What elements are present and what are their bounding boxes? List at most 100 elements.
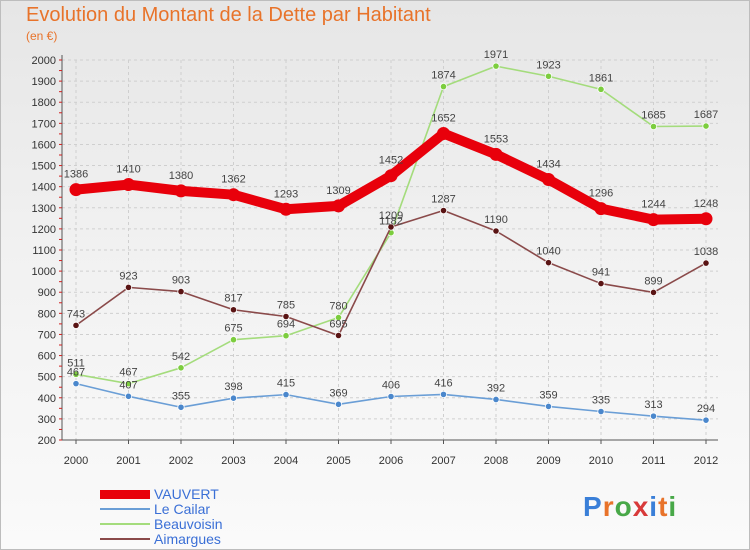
data-label: 1309 (326, 185, 350, 197)
data-point (384, 169, 398, 183)
data-point (492, 227, 500, 235)
x-tick-label: 2005 (326, 455, 350, 467)
logo-letter: i (649, 491, 659, 522)
legend-item: Le Cailar (100, 501, 223, 516)
data-label: 1685 (641, 110, 665, 122)
data-label: 1687 (694, 109, 718, 121)
data-label: 406 (382, 380, 400, 392)
data-label: 743 (67, 308, 85, 320)
y-tick-label: 200 (38, 435, 56, 447)
data-point (702, 259, 710, 267)
y-tick-label: 700 (38, 329, 56, 341)
data-point (439, 206, 448, 215)
legend-item: VAUVERT (100, 486, 223, 501)
data-label: 1296 (589, 188, 613, 200)
data-point (597, 279, 605, 288)
data-label: 1386 (64, 169, 88, 181)
series-beauvoisin (72, 62, 710, 388)
y-tick-label: 500 (38, 372, 56, 384)
data-point (124, 392, 133, 400)
y-tick-label: 1900 (32, 76, 56, 88)
data-point (227, 188, 240, 202)
logo-letter: o (614, 491, 633, 522)
data-point (124, 380, 133, 388)
data-point (387, 223, 395, 231)
data-point (647, 213, 660, 227)
legend-item: Beauvoisin (100, 516, 223, 531)
legend-swatch (100, 508, 150, 511)
y-tick-label: 1100 (32, 245, 56, 257)
data-label: 467 (119, 367, 137, 379)
data-label: 1553 (484, 133, 508, 145)
data-label: 369 (329, 387, 347, 399)
y-tick-label: 1500 (32, 161, 56, 173)
series-le-cailar (72, 380, 710, 424)
series-layer (69, 62, 713, 424)
y-tick-label: 400 (38, 393, 56, 405)
data-point (332, 199, 345, 213)
legend: VAUVERT Le Cailar Beauvoisin Aimargues (100, 486, 223, 546)
legend-swatch (100, 489, 150, 499)
data-label: 359 (539, 389, 557, 401)
data-point (229, 306, 238, 314)
data-point (122, 178, 135, 192)
data-point (282, 391, 290, 399)
data-point (699, 212, 713, 226)
data-label: 1248 (694, 198, 718, 210)
x-tick-label: 2008 (484, 455, 508, 467)
data-point (542, 172, 555, 186)
data-label: 1652 (431, 112, 455, 124)
x-tick-label: 2007 (431, 455, 455, 467)
x-tick-label: 2002 (169, 455, 193, 467)
data-label: 542 (172, 351, 190, 363)
y-tick-label: 2000 (32, 55, 56, 67)
data-label: 1244 (641, 199, 665, 211)
legend-swatch (100, 538, 150, 541)
data-point (177, 403, 185, 411)
y-tick-label: 1600 (32, 139, 56, 151)
data-label: 1040 (536, 246, 560, 258)
y-tick-label: 300 (38, 414, 56, 426)
data-point (439, 390, 448, 398)
data-label: 1362 (221, 174, 245, 186)
data-point (594, 202, 608, 216)
data-label: 899 (644, 275, 662, 287)
x-tick-label: 2004 (274, 455, 298, 467)
legend-swatch (100, 523, 150, 526)
data-point (279, 202, 293, 216)
legend-label: VAUVERT (154, 485, 219, 502)
data-point (334, 400, 343, 408)
data-label: 817 (224, 293, 242, 305)
data-label: 941 (592, 267, 610, 279)
data-label: 1380 (169, 170, 193, 182)
data-label: 1410 (116, 164, 140, 176)
data-point (544, 259, 553, 267)
legend-label: Beauvoisin (154, 515, 223, 532)
data-label: 416 (434, 377, 452, 389)
x-tick-label: 2000 (64, 455, 88, 467)
data-label: 398 (224, 381, 242, 393)
data-point (544, 402, 553, 411)
data-label: 1209 (379, 210, 403, 222)
data-label: 675 (224, 323, 242, 335)
data-point (492, 62, 500, 70)
data-point (282, 332, 290, 340)
data-label: 407 (119, 379, 137, 391)
data-point (544, 72, 553, 80)
y-tick-label: 900 (38, 287, 56, 299)
y-tick-label: 1000 (32, 266, 56, 278)
data-label: 785 (277, 300, 295, 312)
y-tick-label: 800 (38, 308, 56, 320)
legend-label: Aimargues (154, 530, 221, 547)
data-label: 1038 (694, 246, 718, 258)
data-point (489, 147, 503, 161)
x-tick-label: 2006 (379, 455, 403, 467)
y-tick-label: 1300 (32, 203, 56, 215)
x-tick-label: 2003 (221, 455, 245, 467)
y-tick-label: 600 (38, 351, 56, 363)
series-vauvert (69, 126, 713, 227)
x-tick-label: 2012 (694, 455, 718, 467)
x-tick-label: 2010 (589, 455, 613, 467)
